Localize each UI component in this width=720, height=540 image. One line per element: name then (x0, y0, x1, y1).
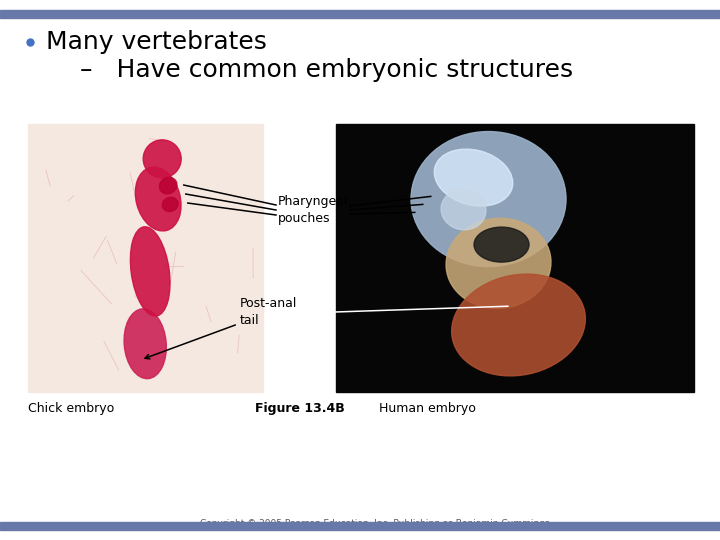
Ellipse shape (474, 227, 529, 262)
Ellipse shape (441, 190, 486, 230)
Text: Post-anal
tail: Post-anal tail (240, 297, 297, 327)
Bar (28, 124, 263, 392)
Ellipse shape (124, 309, 166, 379)
Ellipse shape (446, 218, 551, 308)
Ellipse shape (411, 132, 566, 267)
Ellipse shape (159, 177, 177, 194)
Ellipse shape (162, 197, 178, 212)
Bar (0, 522, 720, 530)
Text: Figure 13.4B: Figure 13.4B (255, 402, 344, 415)
Text: Copyright © 2005 Pearson Education, Inc. Publishing as Benjamin Cummings: Copyright © 2005 Pearson Education, Inc.… (200, 519, 549, 529)
Bar (336, 124, 694, 392)
Ellipse shape (135, 167, 181, 231)
Text: Many vertebrates: Many vertebrates (46, 30, 267, 54)
Ellipse shape (130, 227, 170, 316)
Text: Chick embryo: Chick embryo (28, 402, 114, 415)
Ellipse shape (143, 140, 181, 178)
Ellipse shape (434, 149, 513, 206)
Ellipse shape (451, 274, 585, 376)
Bar (0, 10, 720, 18)
Text: Pharyngeal
pouches: Pharyngeal pouches (278, 195, 348, 225)
Text: –   Have common embryonic structures: – Have common embryonic structures (80, 58, 573, 82)
Text: Human embryo: Human embryo (379, 402, 476, 415)
